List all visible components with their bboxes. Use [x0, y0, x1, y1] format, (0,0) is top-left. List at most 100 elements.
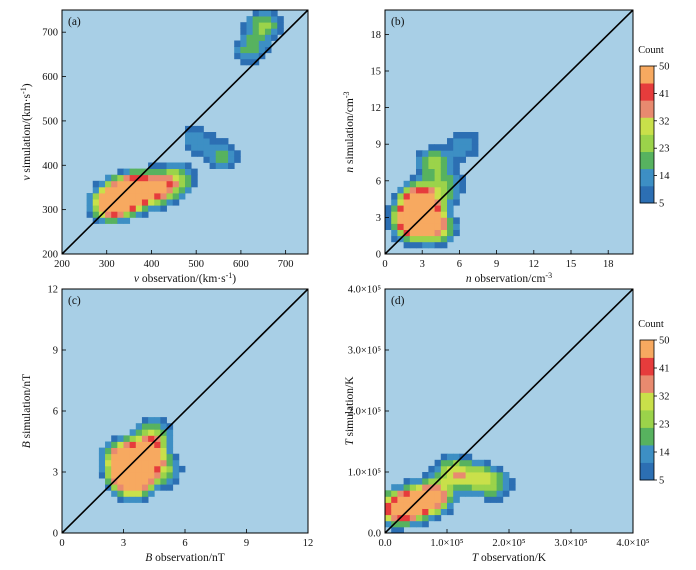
heatmap-cell [252, 16, 260, 23]
heatmap-cell [471, 144, 479, 151]
colorbar-segment [640, 175, 654, 180]
heatmap-cell [434, 150, 442, 157]
heatmap-cell [465, 465, 473, 473]
heatmap-cell [98, 453, 106, 461]
heatmap-cell [478, 490, 485, 497]
heatmap-cell [123, 217, 131, 224]
heatmap-cell [98, 217, 106, 224]
heatmap-cell [453, 186, 460, 194]
heatmap-cell [496, 484, 504, 491]
colorbar-segment [640, 354, 654, 358]
heatmap-cell [440, 478, 448, 485]
heatmap-cell [178, 162, 186, 169]
heatmap-cell [409, 241, 417, 249]
heatmap-cell [148, 174, 155, 182]
heatmap-cell [484, 459, 491, 467]
y-tick-label: 200 [42, 250, 58, 261]
heatmap-cell [440, 490, 448, 497]
heatmap-cell [416, 484, 423, 491]
heatmap-cell [111, 472, 118, 479]
heatmap-cell [154, 180, 161, 188]
heatmap-cell [166, 193, 174, 200]
heatmap-cell [440, 502, 448, 509]
heatmap-cell [440, 199, 448, 206]
heatmap-cell [215, 162, 223, 169]
colorbar-segment [640, 350, 654, 355]
heatmap-cell [453, 465, 460, 473]
identity-line [385, 289, 633, 533]
heatmap-cell [246, 16, 254, 23]
colorbar-segment [640, 459, 654, 463]
heatmap-cell [409, 496, 417, 503]
heatmap-cell [428, 150, 435, 157]
heatmap-cell [191, 174, 198, 182]
heatmap-cell [447, 478, 454, 485]
heatmap-cell [440, 144, 448, 151]
heatmap-cell [135, 459, 143, 467]
heatmap-cell [92, 205, 100, 212]
y-tick-label: 400 [42, 161, 58, 172]
heatmap-cell [428, 223, 435, 230]
heatmap-cell [453, 156, 460, 163]
heatmap-cell [434, 144, 442, 151]
heatmap-cell [154, 162, 161, 169]
colorbar: Count 5 14 23 32 41 50 [638, 319, 670, 487]
heatmap-cell [447, 168, 454, 176]
colorbar-segment [640, 155, 654, 159]
colorbar-segment [640, 403, 654, 407]
heatmap-cell [111, 193, 118, 200]
heatmap-cell [484, 465, 491, 473]
colorbar-segment [640, 434, 654, 439]
colorbar-segment [640, 361, 654, 365]
heatmap-cell [98, 465, 106, 473]
heatmap-cell [228, 144, 235, 151]
heatmap-cell [440, 205, 448, 212]
heatmap-cell [471, 465, 479, 473]
heatmap-cell [117, 447, 124, 455]
heatmap-cell [117, 435, 124, 442]
colorbar-segment [640, 413, 654, 418]
heatmap-cell [391, 526, 398, 533]
heatmap-cell [123, 193, 131, 200]
heatmap-cell [129, 478, 137, 485]
heatmap-cell [117, 441, 124, 448]
heatmap-cell [440, 241, 448, 249]
heatmap-cell [447, 180, 454, 188]
heatmap-cell [434, 508, 442, 516]
heatmap-cell [240, 22, 247, 29]
colorbar-segment [640, 371, 654, 376]
heatmap-cell [172, 199, 180, 206]
heatmap-cell [105, 217, 112, 224]
heatmap-cell [148, 199, 155, 206]
y-tick-label: 12 [371, 103, 382, 114]
heatmap-cell [484, 496, 491, 503]
colorbar-segment [640, 144, 654, 149]
heatmap-cell [148, 478, 155, 485]
x-tick-label: 12 [303, 538, 314, 549]
heatmap-cell [453, 453, 460, 461]
heatmap-cell [166, 453, 174, 461]
colorbar-segment [640, 476, 654, 481]
heatmap-cell [403, 193, 411, 200]
heatmap-cell [129, 435, 137, 442]
heatmap-cell [465, 132, 473, 139]
x-tick-label: 3 [121, 538, 126, 549]
heatmap-cell [154, 193, 161, 200]
heatmap-cell [416, 205, 423, 212]
heatmap-cell [141, 472, 149, 479]
heatmap-cell [471, 478, 479, 485]
heatmap-cell [129, 168, 137, 176]
heatmap-cell [428, 211, 435, 218]
heatmap-cell [98, 199, 106, 206]
heatmap-cell [465, 490, 473, 497]
heatmap-cell [496, 490, 504, 497]
colorbar-segment [640, 192, 654, 197]
heatmap-cell [453, 199, 460, 206]
heatmap-cell [403, 205, 411, 212]
y-tick-label: 3.0×10⁵ [348, 346, 382, 357]
heatmap-cell [246, 22, 254, 29]
heatmap-cell [111, 453, 118, 461]
heatmap-cell [135, 205, 143, 212]
heatmap-cell [209, 132, 217, 139]
heatmap-cell [471, 472, 479, 479]
